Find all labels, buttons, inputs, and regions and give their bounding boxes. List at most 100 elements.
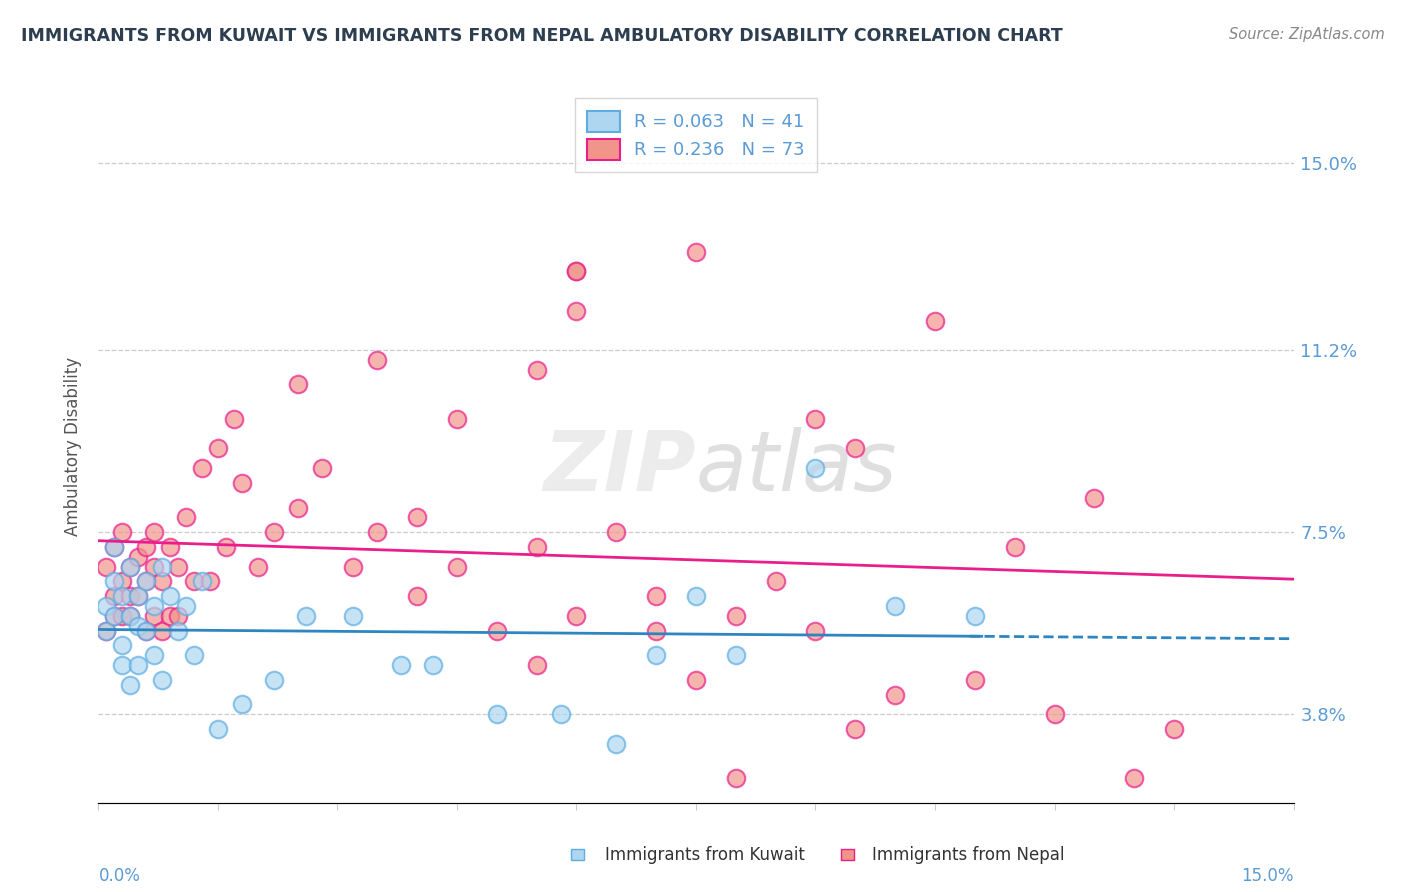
Point (1043, 707, 1066, 722)
Point (167, 608, 190, 623)
Point (565, 608, 588, 623)
Point (1083, 491, 1105, 505)
Point (103, 608, 125, 623)
Point (135, 574, 157, 589)
Point (135, 574, 157, 589)
Point (127, 589, 149, 603)
Point (844, 442, 866, 456)
Point (246, 559, 269, 574)
Point (103, 574, 125, 589)
Point (311, 461, 333, 475)
Text: ZIP: ZIP (543, 427, 696, 508)
Point (174, 510, 197, 524)
Text: Source: ZipAtlas.com: Source: ZipAtlas.com (1229, 27, 1385, 42)
Point (685, 589, 707, 603)
Point (183, 648, 205, 662)
Point (96, 559, 118, 574)
Point (1163, 722, 1185, 736)
Point (120, 608, 142, 623)
Point (159, 540, 181, 554)
Point (111, 608, 134, 623)
Point (389, 658, 412, 673)
Point (685, 244, 707, 259)
Point (804, 412, 827, 426)
Point (135, 624, 157, 638)
Point (150, 574, 173, 589)
Point (222, 412, 245, 426)
Point (167, 559, 190, 574)
Point (963, 673, 986, 687)
Point (963, 608, 986, 623)
Point (685, 673, 707, 687)
Text: 0.0%: 0.0% (98, 867, 141, 885)
Point (645, 648, 668, 662)
Point (231, 698, 253, 712)
Point (143, 608, 166, 623)
Point (231, 475, 253, 490)
Point (120, 608, 142, 623)
Point (191, 574, 214, 589)
Point (207, 722, 229, 736)
Point (446, 559, 468, 574)
Point (550, 707, 572, 722)
Text: atlas: atlas (696, 427, 897, 508)
Point (111, 658, 134, 673)
Point (1004, 540, 1026, 554)
Point (120, 559, 142, 574)
Point (103, 540, 125, 554)
Point (159, 608, 181, 623)
Point (143, 525, 166, 540)
Point (96, 624, 118, 638)
Point (127, 658, 149, 673)
Point (111, 574, 134, 589)
Point (406, 589, 429, 603)
Point (150, 673, 173, 687)
Point (183, 574, 205, 589)
Point (127, 618, 149, 632)
Point (135, 540, 157, 554)
Text: Immigrants from Nepal: Immigrants from Nepal (872, 846, 1064, 863)
Point (143, 599, 166, 613)
Point (724, 608, 747, 623)
Point (198, 574, 221, 589)
Point (565, 303, 588, 318)
Point (485, 624, 508, 638)
Point (366, 525, 388, 540)
Point (120, 559, 142, 574)
Point (263, 525, 285, 540)
Point (143, 559, 166, 574)
Point (342, 608, 364, 623)
Point (111, 638, 134, 652)
Point (765, 574, 787, 589)
Point (645, 624, 668, 638)
Point (103, 540, 125, 554)
Point (924, 313, 946, 327)
Point (287, 377, 309, 392)
Point (884, 688, 907, 702)
Point (135, 624, 157, 638)
Point (446, 412, 468, 426)
Point (127, 589, 149, 603)
Point (191, 461, 214, 475)
Point (605, 525, 627, 540)
Point (120, 678, 142, 692)
Point (159, 589, 181, 603)
Point (111, 525, 134, 540)
Point (485, 707, 508, 722)
Legend: R = 0.063   N = 41, R = 0.236   N = 73: R = 0.063 N = 41, R = 0.236 N = 73 (575, 98, 817, 172)
Point (167, 624, 190, 638)
Point (215, 540, 238, 554)
Point (207, 442, 229, 456)
Point (96, 599, 118, 613)
Point (406, 510, 429, 524)
Point (844, 722, 866, 736)
Point (103, 608, 125, 623)
Point (804, 461, 827, 475)
Point (294, 608, 316, 623)
Point (724, 771, 747, 785)
Point (174, 599, 197, 613)
Point (1123, 771, 1146, 785)
Point (342, 559, 364, 574)
Text: 15.0%: 15.0% (1241, 867, 1294, 885)
Point (111, 589, 134, 603)
